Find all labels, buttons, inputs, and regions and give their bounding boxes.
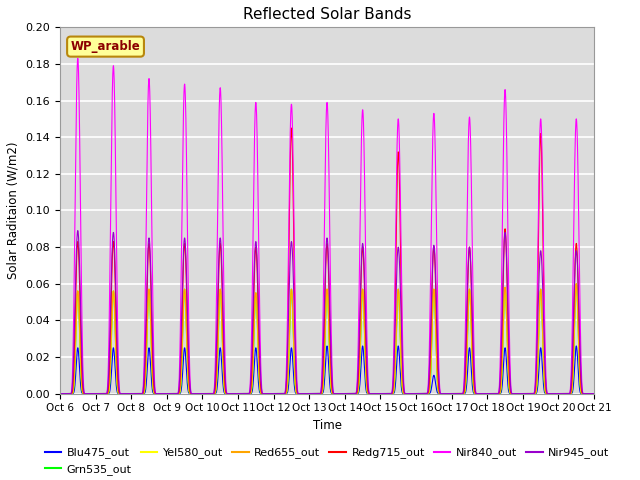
Yel580_out — [307, 391, 315, 396]
Line: Nir945_out: Nir945_out — [60, 230, 594, 394]
Blu475_out — [589, 391, 597, 396]
Nir840_out — [447, 391, 454, 396]
Blu475_out — [307, 391, 315, 396]
Redg715_out — [307, 391, 315, 396]
Redg715_out — [589, 391, 597, 396]
Grn535_out — [56, 391, 64, 396]
Blu475_out — [447, 391, 454, 396]
X-axis label: Time: Time — [312, 419, 342, 432]
Line: Yel580_out: Yel580_out — [60, 284, 594, 394]
Redg715_out — [590, 391, 598, 396]
Grn535_out — [572, 281, 580, 287]
Grn535_out — [152, 391, 160, 396]
Nir945_out — [74, 228, 82, 233]
Grn535_out — [307, 391, 315, 396]
Blu475_out — [590, 391, 598, 396]
Nir945_out — [589, 391, 597, 396]
Line: Blu475_out: Blu475_out — [60, 346, 594, 394]
Blu475_out — [417, 391, 425, 396]
Red655_out — [307, 391, 315, 396]
Nir945_out — [307, 391, 315, 396]
Title: Reflected Solar Bands: Reflected Solar Bands — [243, 7, 412, 22]
Nir945_out — [590, 391, 598, 396]
Yel580_out — [477, 391, 484, 396]
Nir840_out — [56, 391, 64, 396]
Nir945_out — [477, 391, 484, 396]
Grn535_out — [589, 391, 597, 396]
Yel580_out — [152, 391, 160, 396]
Yel580_out — [572, 281, 580, 287]
Nir840_out — [152, 391, 160, 396]
Redg715_out — [447, 391, 454, 396]
Blu475_out — [152, 391, 160, 396]
Nir840_out — [417, 391, 425, 396]
Blu475_out — [572, 343, 580, 349]
Grn535_out — [590, 391, 598, 396]
Y-axis label: Solar Raditaion (W/m2): Solar Raditaion (W/m2) — [7, 142, 20, 279]
Yel580_out — [589, 391, 597, 396]
Blu475_out — [477, 391, 484, 396]
Line: Nir840_out: Nir840_out — [60, 59, 594, 394]
Red655_out — [477, 391, 484, 396]
Nir945_out — [417, 391, 425, 396]
Red655_out — [572, 281, 580, 287]
Grn535_out — [447, 391, 454, 396]
Redg715_out — [56, 391, 64, 396]
Line: Grn535_out: Grn535_out — [60, 284, 594, 394]
Nir945_out — [447, 391, 454, 396]
Red655_out — [447, 391, 454, 396]
Text: WP_arable: WP_arable — [70, 40, 140, 53]
Yel580_out — [56, 391, 64, 396]
Red655_out — [589, 391, 597, 396]
Red655_out — [590, 391, 598, 396]
Red655_out — [152, 391, 160, 396]
Line: Redg715_out: Redg715_out — [60, 128, 594, 394]
Legend: Blu475_out, Grn535_out, Yel580_out, Red655_out, Redg715_out, Nir840_out, Nir945_: Blu475_out, Grn535_out, Yel580_out, Red6… — [40, 443, 614, 480]
Blu475_out — [56, 391, 64, 396]
Redg715_out — [152, 391, 160, 396]
Nir840_out — [307, 391, 315, 396]
Yel580_out — [590, 391, 598, 396]
Red655_out — [56, 391, 64, 396]
Nir840_out — [74, 56, 82, 61]
Grn535_out — [477, 391, 484, 396]
Yel580_out — [447, 391, 454, 396]
Nir840_out — [590, 391, 598, 396]
Redg715_out — [417, 391, 425, 396]
Redg715_out — [287, 125, 295, 131]
Red655_out — [417, 391, 425, 396]
Grn535_out — [417, 391, 425, 396]
Nir945_out — [152, 391, 160, 396]
Line: Red655_out: Red655_out — [60, 284, 594, 394]
Yel580_out — [417, 391, 425, 396]
Nir945_out — [56, 391, 64, 396]
Nir840_out — [477, 391, 484, 396]
Redg715_out — [477, 391, 484, 396]
Nir840_out — [589, 391, 597, 396]
